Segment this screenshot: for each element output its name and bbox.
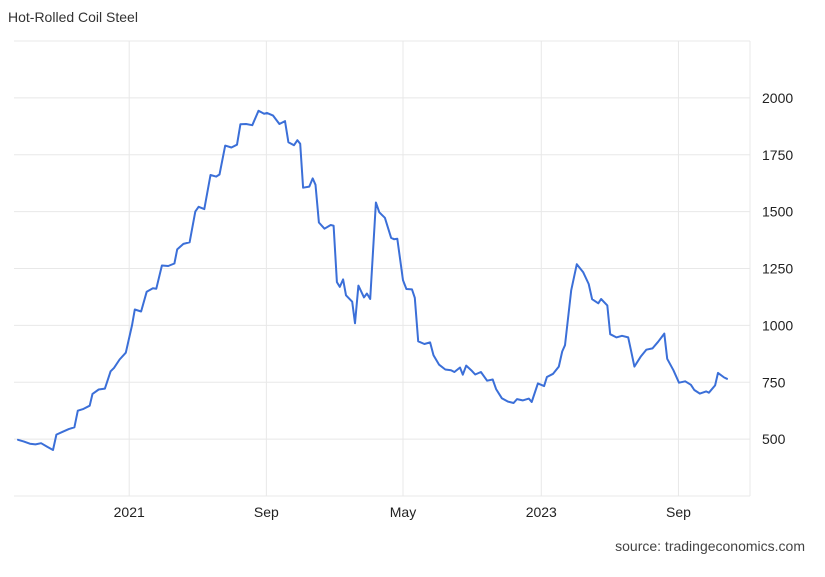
series-line	[17, 109, 728, 451]
y-tick-label: 1500	[762, 204, 793, 220]
source-note: source: tradingeconomics.com	[615, 538, 805, 554]
x-tick-label: Sep	[254, 504, 279, 520]
y-tick-label: 500	[762, 431, 786, 447]
x-tick-label: May	[390, 504, 416, 520]
series-layer	[17, 109, 728, 451]
x-tick-label: 2023	[526, 504, 557, 520]
x-tick-label: Sep	[666, 504, 691, 520]
x-tick-label: 2021	[114, 504, 145, 520]
chart-title: Hot-Rolled Coil Steel	[8, 9, 138, 25]
y-tick-label: 1000	[762, 317, 793, 333]
y-tick-label: 750	[762, 374, 786, 390]
y-tick-label: 1750	[762, 147, 793, 163]
y-tick-label: 1250	[762, 261, 793, 277]
grid-layer	[14, 40, 751, 497]
y-tick-label: 2000	[762, 90, 793, 106]
tick-layer: 500 750 1000 1250 1500 1750 2000 2021 Sep May 2023…	[114, 90, 794, 520]
